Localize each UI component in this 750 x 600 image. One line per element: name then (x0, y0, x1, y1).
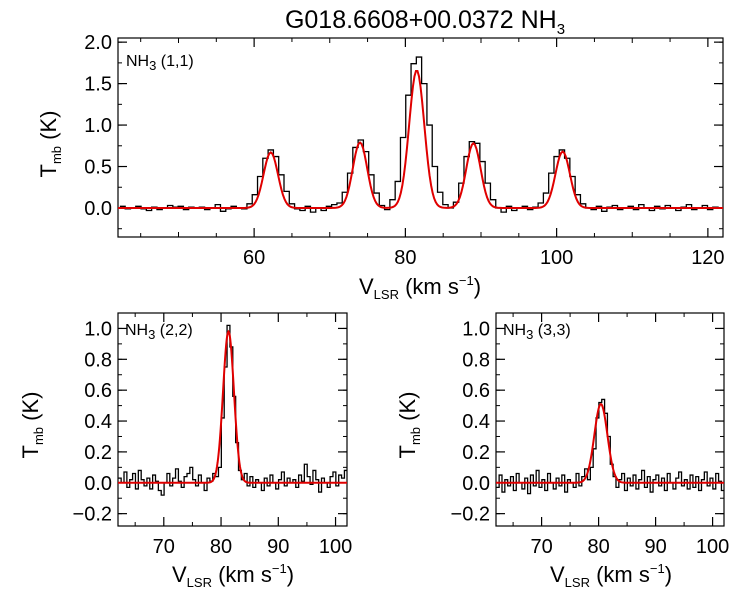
y-tick-label: 0.2 (462, 442, 490, 464)
y-tick-label: 0.6 (462, 380, 490, 402)
y-tick-label: 0.8 (462, 349, 490, 371)
panel-nh3-11-plot-area: 60 80 100 120 0.0 0.5 1.0 1.5 2.0 (84, 32, 724, 269)
y-tick-label: 0.6 (84, 380, 112, 402)
panel-nh3-33-x-axis-label: VLSR (km s−1) (550, 561, 672, 590)
x-tick-label: 90 (267, 536, 289, 558)
x-tick-label: 80 (587, 536, 609, 558)
panel-nh3-11: 60 80 100 120 0.0 0.5 1.0 1.5 2.0 NH3 (1,1) VLSR… (36, 32, 725, 302)
x-tick-label: 90 (644, 536, 666, 558)
panel-nh3-11-frame (117, 37, 724, 238)
x-tick-label: 80 (210, 536, 232, 558)
panel-nh3-11-y-axis-label: Tmb (K) (36, 111, 64, 178)
x-tick-label: 70 (530, 536, 552, 558)
x-tick-label: 60 (243, 247, 265, 269)
panel-nh3-11-fit-curve (118, 70, 723, 209)
panel-nh3-22-plot-area: 70 80 90 100 −0.2 0.0 0.2 0.4 0.6 0.8 1.0 (73, 312, 352, 558)
y-tick-label: 1.0 (462, 318, 490, 340)
panel-nh3-22-y-axis-label: Tmb (K) (18, 392, 46, 459)
panel-nh3-22-observed-spectrum (118, 324, 347, 496)
x-tick-label: 100 (696, 536, 729, 558)
y-tick-label: −0.2 (73, 504, 112, 526)
panel-nh3-22-label: NH3 (2,2) (125, 322, 193, 342)
panel-nh3-33-fit-curve (496, 402, 724, 484)
x-tick-label: 120 (691, 247, 724, 269)
panel-nh3-22-x-axis-label: VLSR (km s−1) (172, 561, 294, 590)
x-tick-label: 100 (319, 536, 352, 558)
x-tick-label: 80 (394, 247, 416, 269)
figure-title: G018.6608+00.0372 NH3 (285, 6, 565, 38)
panel-nh3-11-observed-spectrum (119, 56, 723, 213)
y-tick-label: 1.0 (84, 115, 112, 137)
panel-nh3-11-x-axis-label: VLSR (km s−1) (359, 273, 481, 302)
panel-nh3-33-plot-area: 70 80 90 100 −0.2 0.0 0.2 0.4 0.6 0.8 1.0 (451, 312, 729, 558)
y-tick-label: 0.0 (84, 198, 112, 220)
x-tick-label: 70 (153, 536, 175, 558)
y-tick-label: −0.2 (451, 504, 490, 526)
y-tick-label: 2.0 (84, 32, 112, 54)
panel-nh3-22: 70 80 90 100 −0.2 0.0 0.2 0.4 0.6 0.8 1.0 NH3 (2,2… (18, 312, 352, 590)
y-tick-label: 0.2 (84, 442, 112, 464)
x-tick-label: 100 (540, 247, 573, 269)
y-tick-label: 0.0 (84, 473, 112, 495)
panel-nh3-22-fit-curve (118, 329, 347, 484)
panel-nh3-11-label: NH3 (1,1) (126, 53, 194, 73)
y-tick-label: 1.5 (84, 74, 112, 96)
panel-nh3-33: 70 80 90 100 −0.2 0.0 0.2 0.4 0.6 0.8 1.0 NH3 (3,3… (395, 312, 729, 590)
panel-nh3-22-frame (117, 312, 348, 527)
y-tick-label: 0.8 (84, 349, 112, 371)
y-tick-label: 1.0 (84, 318, 112, 340)
y-tick-label: 0.5 (84, 157, 112, 179)
y-tick-label: 0.4 (84, 411, 112, 433)
panel-nh3-33-label: NH3 (3,3) (503, 322, 571, 342)
y-tick-label: 0.4 (462, 411, 490, 433)
panel-nh3-33-observed-spectrum (496, 398, 724, 495)
panel-nh3-33-y-axis-label: Tmb (K) (395, 392, 423, 459)
panel-nh3-33-frame (495, 312, 725, 527)
y-tick-label: 0.0 (462, 473, 490, 495)
